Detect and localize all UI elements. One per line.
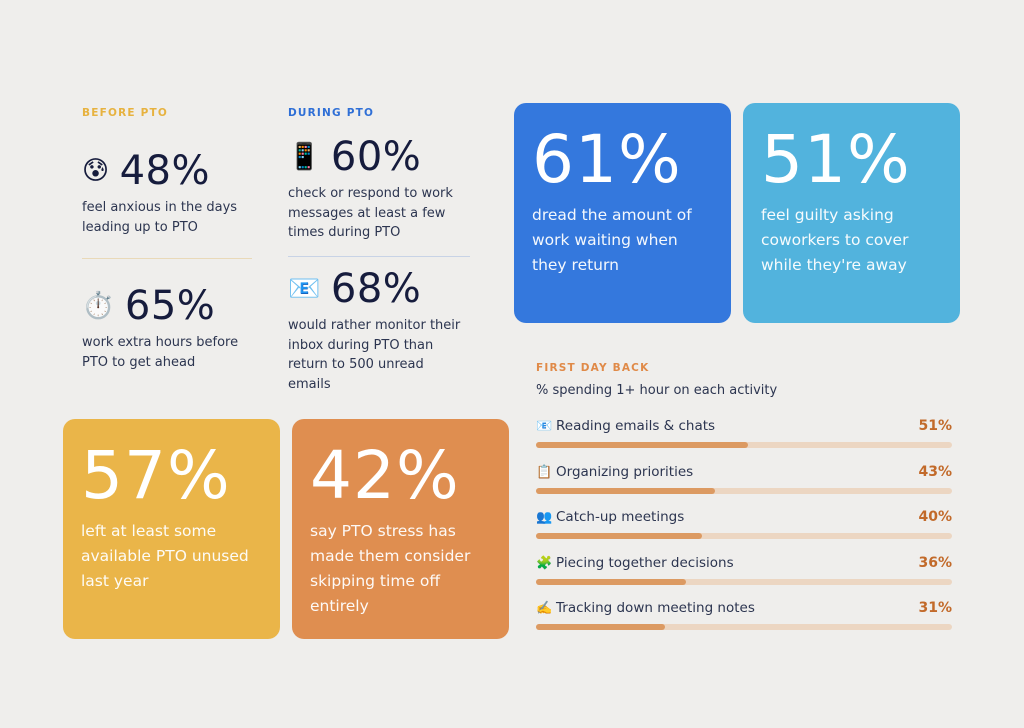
puzzle-icon: 🧩 (536, 555, 553, 571)
card-description: say PTO stress has made them consider sk… (310, 522, 471, 615)
bar-label: 🧩 Piecing together decisions (536, 555, 734, 571)
stat-value: 48% (119, 148, 211, 194)
bar-track (536, 533, 952, 539)
stat-description: work extra hours before PTO to get ahead (82, 335, 239, 370)
bar-row: 🧩 Piecing together decisions 36% (536, 555, 952, 595)
stat-extra-hours: ⏱️ 65% work extra hours before PTO to ge… (82, 283, 257, 372)
bar-row: 👥 Catch-up meetings 40% (536, 509, 952, 549)
bar (536, 578, 686, 585)
stat-value: 68% (330, 266, 422, 312)
stat-anxious: 😰 48% feel anxious in the days leading u… (82, 148, 257, 237)
bar (536, 624, 665, 630)
phone-icon: 📱 (288, 142, 321, 172)
bar-label: 📧 Reading emails & chats (536, 418, 715, 434)
stat-description: check or respond to work messages at lea… (288, 186, 453, 240)
bar-label: 👥 Catch-up meetings (536, 509, 684, 525)
people-icon: 👥 (536, 510, 553, 525)
bar-row: 📧 Reading emails & chats 51% (536, 418, 952, 458)
card-value: 57% (81, 437, 231, 514)
bar (536, 442, 748, 448)
bar-track (536, 442, 952, 448)
bar (536, 487, 715, 494)
stat-monitor-inbox: 📧 68% would rather monitor their inbox d… (288, 266, 470, 394)
bar-track (536, 487, 952, 494)
bar (536, 533, 702, 539)
card-description: left at least some available PTO unused … (81, 522, 249, 590)
bar-label: ✍️ Tracking down meeting notes (536, 600, 755, 616)
bar-category: Tracking down meeting notes (556, 600, 755, 616)
during-pto-label: DURING PTO (288, 107, 375, 119)
card-description: dread the amount of work waiting when th… (532, 206, 692, 274)
email-icon: 📧 (536, 419, 553, 434)
divider (82, 258, 252, 259)
bar-value-label: 36% (918, 554, 952, 571)
stat-description: would rather monitor their inbox during … (288, 318, 461, 392)
card-value: 61% (532, 121, 682, 198)
card-feel-guilty: 51% feel guilty asking coworkers to cove… (743, 103, 960, 323)
divider (288, 256, 470, 257)
bar-row: 📋 Organizing priorities 43% (536, 464, 952, 504)
card-skip-time-off: 42% say PTO stress has made them conside… (292, 419, 509, 639)
email-icon: 📧 (288, 274, 321, 304)
bar-value-label: 51% (918, 418, 952, 434)
bar-label: 📋 Organizing priorities (536, 464, 693, 480)
bar-value-label: 31% (918, 600, 952, 616)
stat-check-messages: 📱 60% check or respond to work messages … (288, 134, 470, 243)
bar-category: Organizing priorities (556, 463, 694, 480)
stat-value: 60% (330, 134, 422, 180)
clipboard-icon: 📋 (536, 464, 553, 480)
bar-category: Catch-up meetings (556, 509, 685, 525)
before-pto-label: BEFORE PTO (82, 107, 168, 119)
writing-hand-icon: ✍️ (536, 601, 553, 616)
bar-row: ✍️ Tracking down meeting notes 31% (536, 600, 952, 640)
chart-subtitle: % spending 1+ hour on each activity (536, 383, 778, 398)
card-value: 42% (310, 437, 460, 514)
bar-value-label: 43% (918, 463, 952, 480)
stat-description: feel anxious in the days leading up to P… (82, 200, 238, 235)
chart-title: FIRST DAY BACK (536, 362, 650, 374)
bar-track (536, 578, 952, 585)
stopwatch-icon: ⏱️ (82, 291, 115, 321)
bar-track (536, 624, 952, 630)
bar-category: Reading emails & chats (556, 418, 716, 434)
bar-value-label: 40% (918, 509, 952, 525)
stat-value: 65% (124, 283, 216, 329)
card-unused-pto: 57% left at least some available PTO unu… (63, 419, 280, 639)
card-value: 51% (761, 121, 911, 198)
bar-category: Piecing together decisions (556, 554, 734, 571)
card-description: feel guilty asking coworkers to cover wh… (761, 206, 909, 274)
anxious-face-icon: 😰 (82, 156, 110, 186)
card-dread-work: 61% dread the amount of work waiting whe… (514, 103, 731, 323)
